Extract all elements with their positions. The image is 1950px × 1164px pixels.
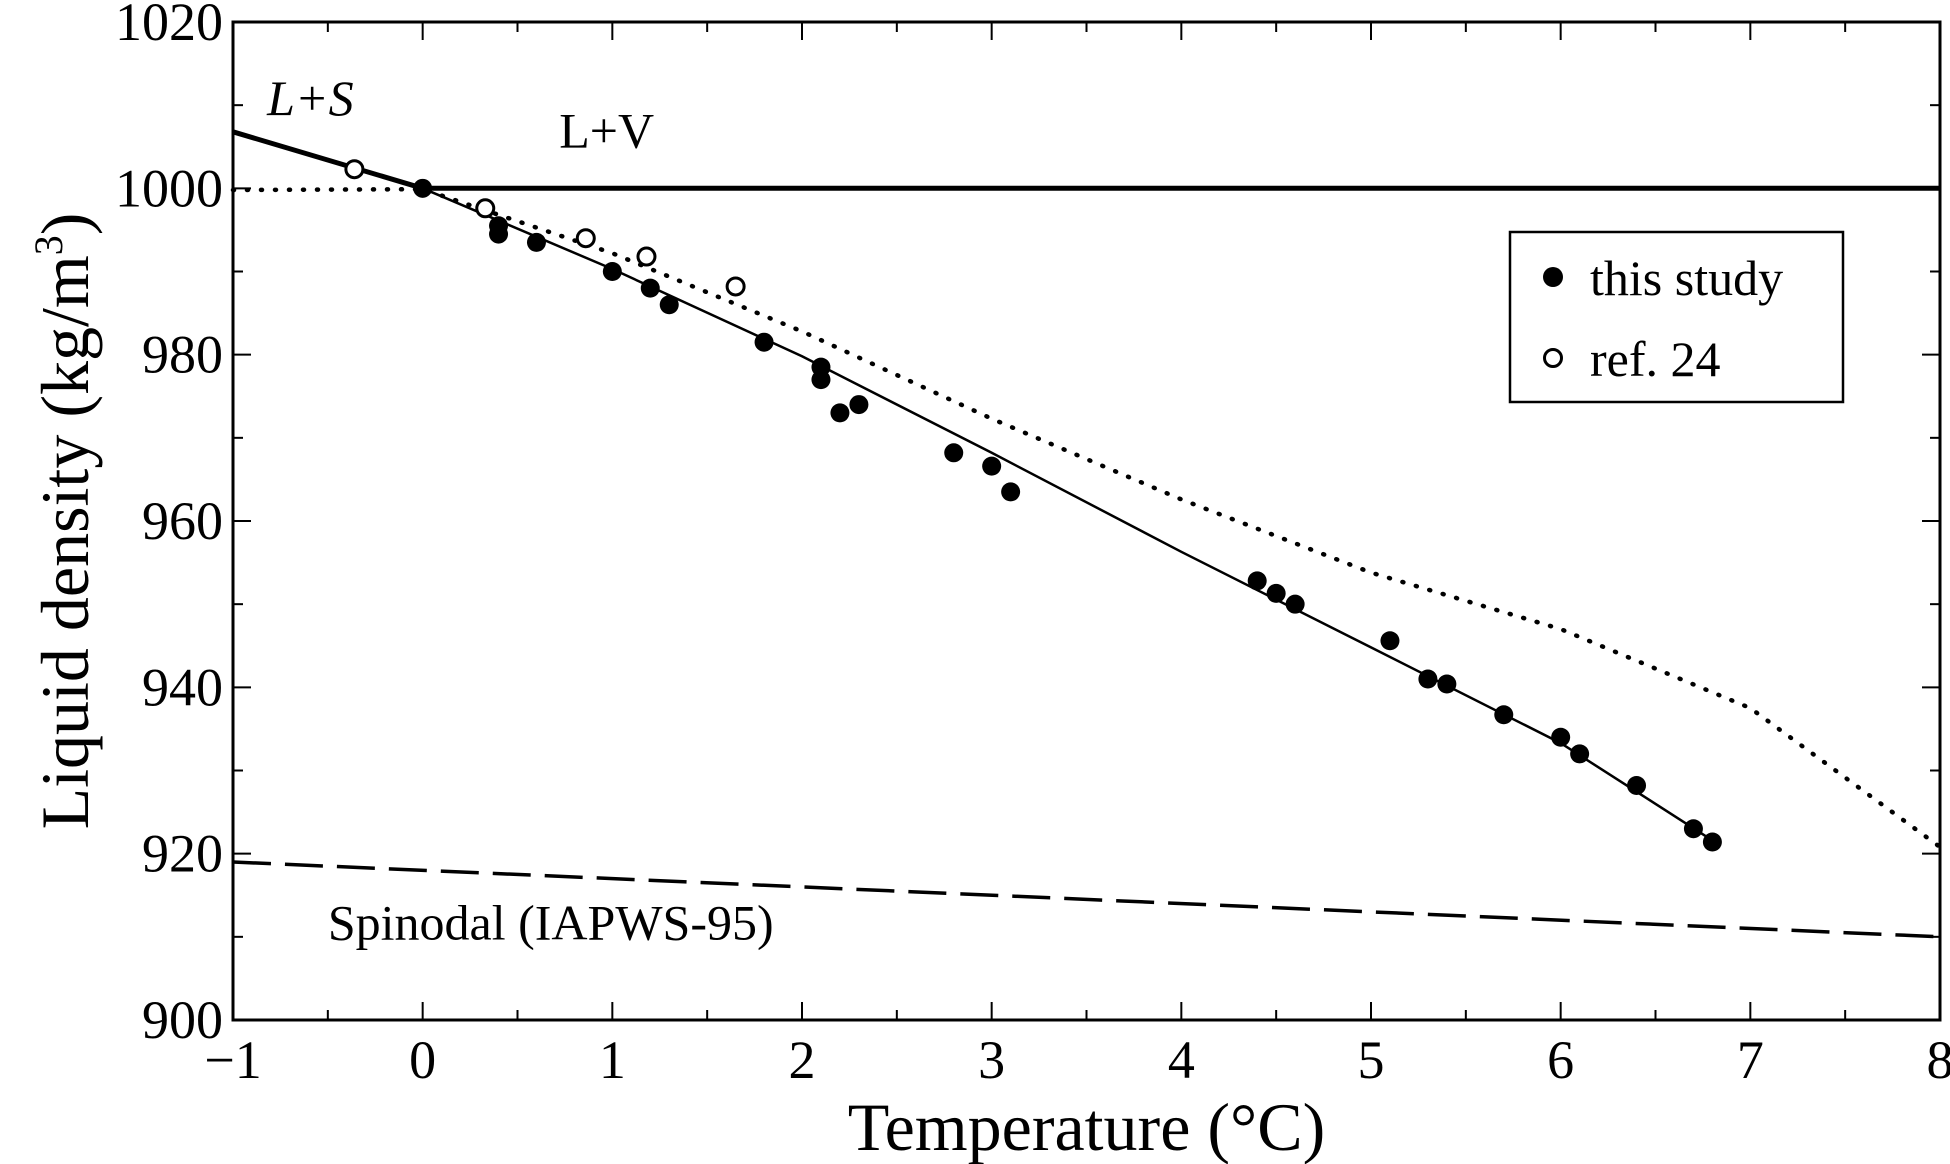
data-point-this-study (811, 370, 831, 390)
y-tick-label: 1020 (115, 0, 223, 52)
x-tick-label: 7 (1737, 1030, 1764, 1090)
points-layer (344, 159, 1722, 852)
data-point-this-study (1570, 744, 1590, 764)
y-tick-label: 940 (142, 657, 223, 717)
data-point-this-study (1683, 819, 1703, 839)
data-point-ref-24 (725, 276, 746, 297)
data-point-this-study (1551, 727, 1571, 747)
x-axis-title: Temperature (°C) (848, 1089, 1325, 1164)
data-point-this-study (1285, 594, 1305, 614)
y-axis-title: Liquid density (kg/m3) (26, 213, 103, 830)
y-axis-title-close: ) (27, 213, 103, 236)
data-point-this-study (754, 332, 774, 352)
ticks-layer (232, 21, 1941, 1021)
labels-layer: −1 0 1 2 3 4 5 6 7 8 900 920 940 960 980 1000 1020 (115, 0, 1950, 1090)
x-tick-label: 5 (1358, 1030, 1385, 1090)
data-point-this-study (1266, 583, 1286, 603)
data-point-this-study (1380, 631, 1400, 651)
data-point-ref-24 (575, 228, 596, 249)
y-tick-label: 1000 (115, 158, 223, 218)
x-tick-label: 4 (1168, 1030, 1195, 1090)
y-axis-title-main: Liquid density (kg/m (27, 255, 103, 829)
data-point-ref-24 (475, 198, 496, 219)
x-tick-label: −1 (204, 1030, 261, 1090)
data-point-ref-24 (636, 246, 657, 267)
x-tick-label: 3 (978, 1030, 1005, 1090)
data-point-this-study (640, 278, 660, 298)
data-point-this-study (1627, 775, 1647, 795)
data-point-this-study (659, 295, 679, 315)
legend: this study ref. 24 (1508, 230, 1845, 404)
annotation-l-s: L+S (266, 70, 354, 126)
x-tick-label: 1 (599, 1030, 626, 1090)
legend-label-this-study: this study (1590, 250, 1783, 306)
y-axis-title-sup: 3 (26, 235, 71, 255)
legend-box (1508, 230, 1845, 404)
data-point-ref-24 (344, 159, 365, 180)
x-tick-label: 2 (789, 1030, 816, 1090)
x-tick-label: 8 (1927, 1030, 1950, 1090)
annotation-l-v: L+V (559, 103, 654, 159)
data-point-this-study (602, 262, 622, 281)
data-point-this-study (1247, 571, 1267, 591)
annotations: L+S L+V Spinodal (IAPWS-95) (266, 70, 774, 950)
data-point-this-study (1001, 482, 1021, 502)
legend-label-ref-24: ref. 24 (1590, 331, 1721, 387)
series-line-l-s-boundary (232, 129, 424, 191)
data-point-this-study (982, 456, 1002, 476)
x-tick-label: 0 (409, 1030, 436, 1090)
data-point-this-study (944, 443, 964, 463)
y-tick-label: 980 (142, 325, 223, 385)
data-point-this-study (830, 403, 850, 423)
y-tick-label: 960 (142, 491, 223, 551)
legend-marker-ref-24 (1543, 348, 1563, 368)
series-line-spinodal-iapws-95 (232, 860, 1941, 939)
data-point-this-study (413, 178, 433, 198)
data-point-this-study (1418, 669, 1438, 689)
lines-layer (230, 129, 1943, 939)
annotation-spinodal-iapws-95: Spinodal (IAPWS-95) (328, 894, 774, 950)
y-tick-label: 920 (142, 824, 223, 884)
data-point-this-study (1437, 674, 1457, 694)
x-tick-label: 6 (1547, 1030, 1574, 1090)
legend-marker-this-study (1543, 267, 1563, 287)
series-line-iapws-95-extrapolation (230, 186, 1943, 850)
data-point-this-study (849, 395, 869, 415)
data-point-this-study (489, 224, 509, 244)
data-point-this-study (1494, 705, 1514, 725)
y-tick-label: 900 (142, 990, 223, 1050)
data-point-this-study (1702, 832, 1722, 852)
plot-frame (231, 20, 1942, 1022)
data-point-this-study (526, 232, 546, 252)
